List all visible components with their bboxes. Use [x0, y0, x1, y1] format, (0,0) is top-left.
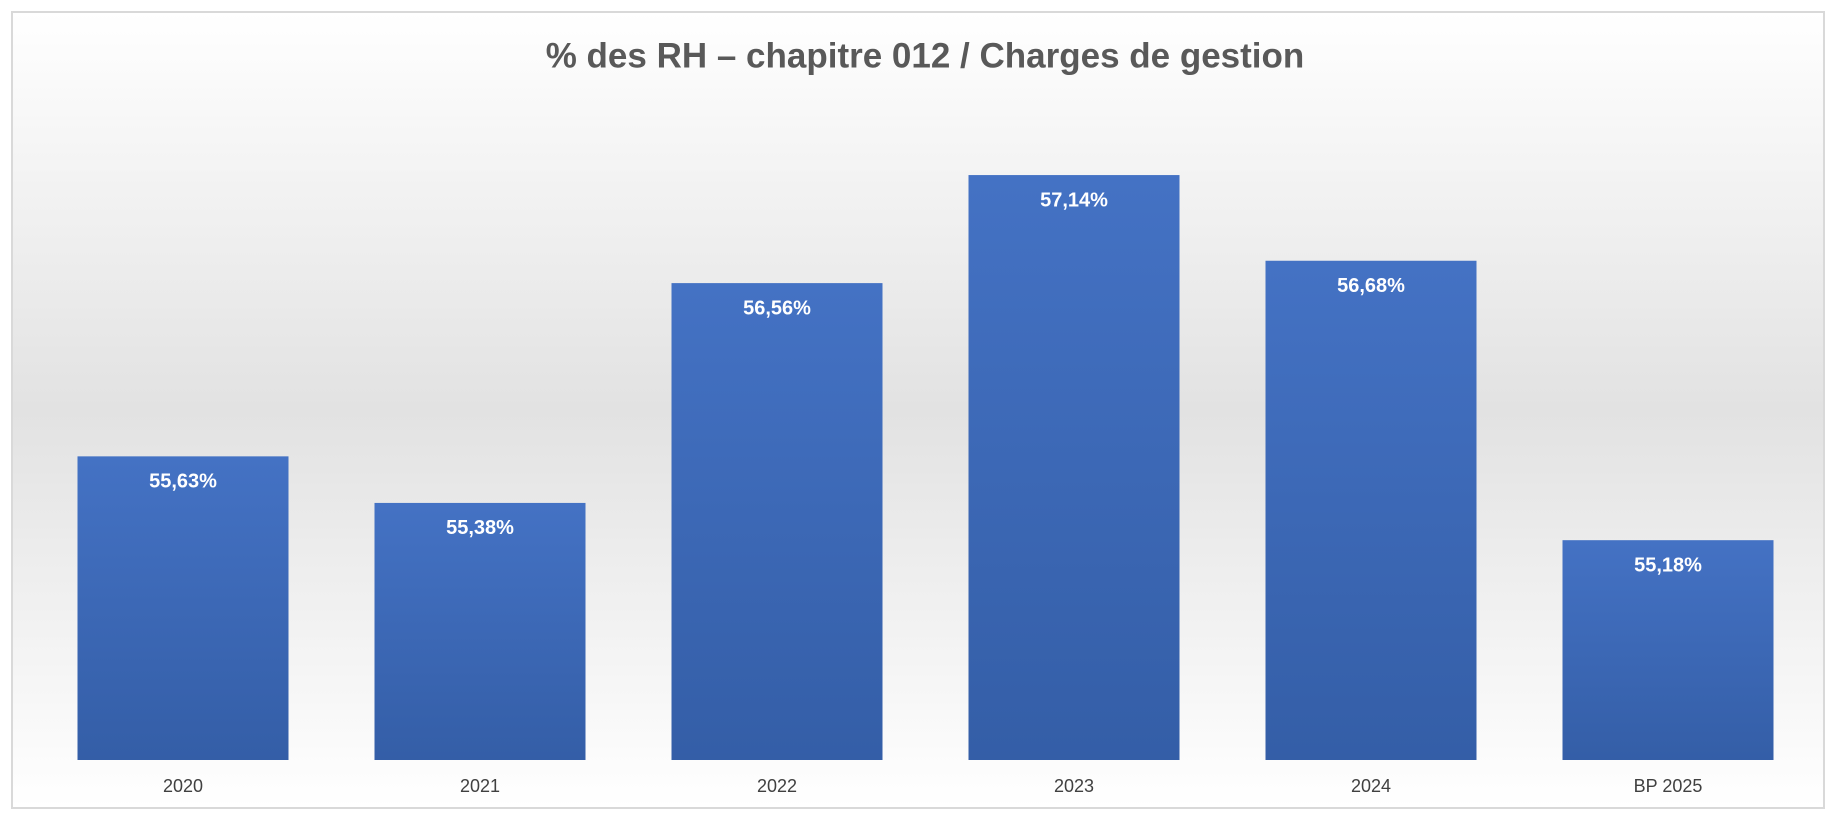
bar — [1265, 260, 1477, 760]
data-label: 55,38% — [446, 517, 514, 539]
bar — [968, 175, 1180, 760]
x-tick-label: 2022 — [757, 776, 797, 796]
data-label: 57,14% — [1040, 189, 1108, 211]
data-label: 55,63% — [149, 471, 217, 493]
data-label: 56,68% — [1337, 275, 1405, 297]
chart-title: % des RH – chapitre 012 / Charges de ges… — [546, 36, 1305, 75]
x-tick-label: 2023 — [1054, 776, 1094, 796]
x-tick-label: BP 2025 — [1634, 776, 1703, 796]
data-label: 56,56% — [743, 297, 811, 319]
bar — [374, 502, 586, 760]
x-tick-label: 2021 — [460, 776, 500, 796]
chart-background — [11, 11, 1825, 809]
x-tick-label: 2020 — [163, 776, 203, 796]
x-tick-label: 2024 — [1351, 776, 1391, 796]
data-label: 55,18% — [1634, 554, 1702, 576]
bar — [671, 283, 883, 760]
bar — [77, 456, 289, 760]
bar — [1562, 540, 1774, 760]
